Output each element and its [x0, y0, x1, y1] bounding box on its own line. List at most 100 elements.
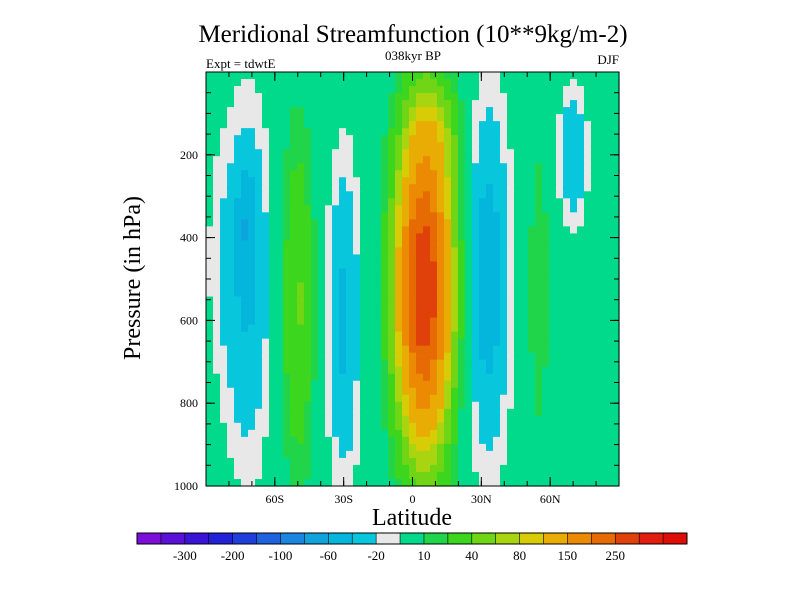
field-cell [255, 128, 263, 136]
field-cell [409, 198, 417, 206]
field-cell [493, 394, 501, 403]
field-cell [591, 191, 599, 199]
field-cell [598, 401, 606, 410]
field-cell [458, 359, 466, 368]
field-cell [549, 114, 557, 122]
field-cell [528, 212, 536, 220]
field-cell [297, 310, 305, 319]
field-cell [416, 352, 424, 361]
field-cell [570, 86, 578, 94]
field-cell [276, 226, 284, 234]
field-cell [318, 177, 326, 185]
field-cell [325, 107, 333, 115]
chart-title: Meridional Streamfunction (10**9kg/m-2) [198, 21, 627, 48]
field-cell [416, 198, 424, 206]
field-cell [416, 338, 424, 347]
field-cell [528, 457, 536, 466]
field-cell [374, 226, 382, 234]
field-cell [353, 128, 361, 136]
field-cell [283, 317, 291, 326]
field-cell [325, 394, 333, 403]
field-cell [535, 219, 543, 227]
field-cell [297, 72, 305, 80]
field-cell [318, 345, 326, 354]
field-cell [388, 212, 396, 220]
field-cell [227, 471, 235, 480]
field-cell [388, 72, 396, 80]
field-cell [598, 303, 606, 312]
field-cell [220, 128, 228, 136]
field-cell [353, 303, 361, 312]
field-cell [528, 142, 536, 150]
field-cell [423, 366, 431, 375]
field-cell [430, 233, 438, 242]
x-tick-label: 30N [471, 492, 492, 506]
field-cell [472, 275, 480, 284]
field-cell [591, 303, 599, 312]
field-cell [542, 149, 550, 157]
field-cell [269, 401, 277, 410]
field-cell [451, 478, 459, 487]
field-cell [570, 261, 578, 270]
field-cell [521, 226, 529, 234]
field-cell [584, 331, 592, 340]
field-cell [213, 331, 221, 340]
field-cell [591, 233, 599, 242]
field-cell [220, 163, 228, 171]
y-tick-label: 200 [180, 148, 198, 162]
field-cell [255, 394, 263, 403]
field-cell [528, 289, 536, 298]
field-cell [255, 401, 263, 410]
field-cell [605, 107, 613, 115]
field-cell [444, 184, 452, 192]
field-cell [465, 387, 473, 396]
field-cell [227, 247, 235, 256]
field-cell [612, 240, 620, 249]
field-cell [584, 107, 592, 115]
field-cell [234, 142, 242, 150]
field-cell [213, 282, 221, 291]
field-cell [493, 436, 501, 445]
field-cell [528, 401, 536, 410]
field-cell [479, 373, 487, 382]
field-cell [325, 436, 333, 445]
field-cell [549, 457, 557, 466]
field-cell [542, 310, 550, 319]
field-cell [493, 114, 501, 122]
field-cell [332, 422, 340, 431]
field-cell [213, 149, 221, 157]
field-cell [402, 142, 410, 150]
field-cell [570, 135, 578, 143]
field-cell [276, 415, 284, 424]
field-cell [234, 128, 242, 136]
field-cell [542, 268, 550, 277]
field-cell [430, 191, 438, 199]
field-cell [556, 303, 564, 312]
field-cell [528, 394, 536, 403]
field-cell [458, 219, 466, 227]
field-cell [584, 366, 592, 375]
field-cell [458, 128, 466, 136]
field-cell [353, 429, 361, 438]
field-cell [577, 149, 585, 157]
field-cell [395, 436, 403, 445]
field-cell [542, 247, 550, 256]
field-cell [479, 184, 487, 192]
field-cell [388, 415, 396, 424]
field-cell [346, 303, 354, 312]
field-cell [234, 233, 242, 242]
field-cell [388, 198, 396, 206]
field-cell [598, 394, 606, 403]
field-cell [227, 114, 235, 122]
field-cell [605, 317, 613, 326]
field-cell [465, 394, 473, 403]
field-cell [234, 352, 242, 361]
field-cell [549, 254, 557, 263]
field-cell [612, 394, 620, 403]
field-cell [430, 254, 438, 263]
field-cell [416, 345, 424, 354]
field-cell [297, 79, 305, 87]
field-cell [227, 443, 235, 452]
field-cell [269, 303, 277, 312]
field-cell [304, 240, 312, 249]
